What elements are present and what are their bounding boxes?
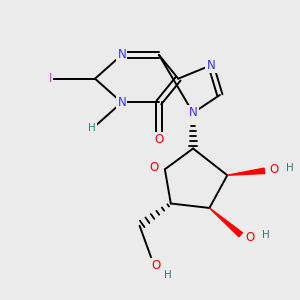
Text: N: N [189,106,197,119]
Text: N: N [207,59,215,72]
Text: H: H [286,163,294,173]
Text: O: O [154,133,164,146]
Text: H: H [262,230,270,240]
Text: N: N [117,96,126,109]
Text: I: I [49,72,52,85]
Polygon shape [209,208,242,237]
Polygon shape [227,168,265,175]
Text: H: H [88,123,96,133]
Text: N: N [117,48,126,62]
Text: O: O [151,260,160,272]
Text: O: O [245,231,255,244]
Text: O: O [269,163,279,176]
Text: O: O [150,161,159,174]
Text: H: H [164,270,172,280]
